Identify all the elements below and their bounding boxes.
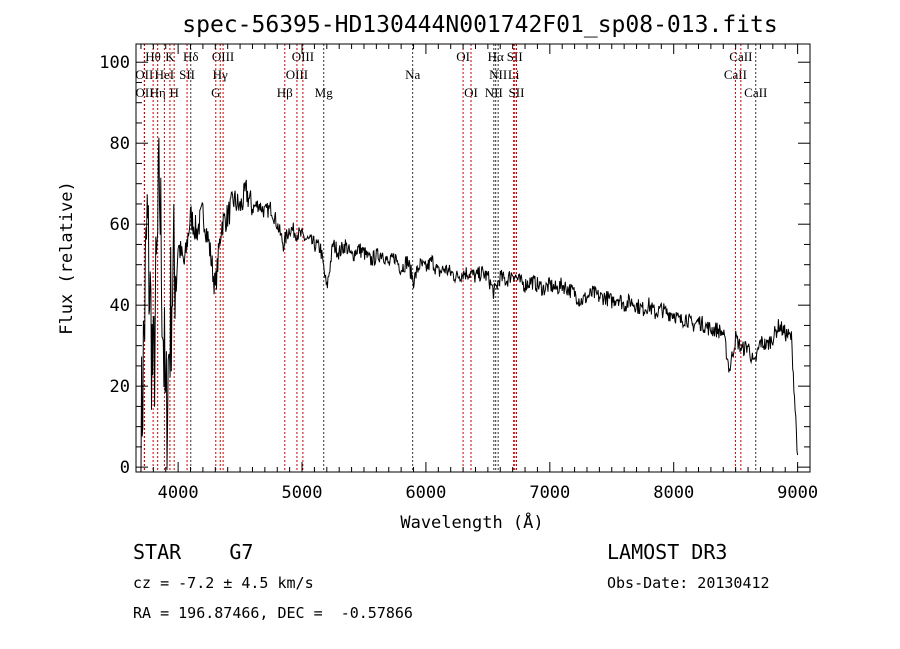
plot-frame xyxy=(135,43,811,473)
marker-label: Li xyxy=(508,67,520,82)
marker-label: Hβ xyxy=(277,85,293,100)
marker-label: OIII xyxy=(292,49,314,64)
marker-label: OII xyxy=(136,85,154,100)
x-tick-label: 8000 xyxy=(653,483,694,503)
marker-label: SII xyxy=(509,85,525,100)
series xyxy=(140,137,799,473)
marker-label: SII xyxy=(179,67,195,82)
ra-dec: RA = 196.87466, DEC = -0.57866 xyxy=(133,604,413,622)
line-markers: OIIOIIHθHηHeIKHSIIHδGHγOIIIHβOIIIOIIIMgN… xyxy=(135,44,767,472)
spectrum-line xyxy=(140,137,799,473)
chart-title: spec-56395-HD130444N001742F01_sp08-013.f… xyxy=(182,12,777,38)
object-class: STAR G7 xyxy=(133,540,254,564)
y-tick-label: 60 xyxy=(110,215,130,235)
obs-date: Obs-Date: 20130412 xyxy=(607,574,770,592)
marker-label: Hη xyxy=(150,85,166,100)
marker-label: Hα xyxy=(488,49,504,64)
marker-label: Hγ xyxy=(213,67,228,82)
x-tick-label: 4000 xyxy=(158,483,199,503)
marker-label: NII xyxy=(485,85,503,100)
marker-label: K xyxy=(165,49,175,64)
marker-label: OI xyxy=(464,85,478,100)
marker-label: OIII xyxy=(286,67,308,82)
marker-label: G xyxy=(211,85,220,100)
redshift-cz: cz = -7.2 ± 4.5 km/s xyxy=(133,574,314,592)
x-tick-label: 5000 xyxy=(282,483,323,503)
x-tick-label: 7000 xyxy=(529,483,570,503)
marker-label: OII xyxy=(135,67,153,82)
marker-label: OIII xyxy=(212,49,234,64)
axes: 4000 5000 6000 7000 8000 9000 0 20 40 60 80 100 xyxy=(99,43,818,503)
marker-label: SII xyxy=(507,49,523,64)
x-axis-label: Wavelength (Å) xyxy=(400,511,543,533)
survey-name: LAMOST DR3 xyxy=(607,540,728,564)
y-axis-label: Flux (relative) xyxy=(57,181,77,335)
y-tick-label: 40 xyxy=(110,296,130,316)
marker-label: CaII xyxy=(744,85,767,100)
marker-label: CaII xyxy=(724,67,747,82)
y-tick-label: 100 xyxy=(99,53,130,73)
marker-label: Na xyxy=(405,67,420,82)
y-tick-label: 0 xyxy=(120,458,130,478)
marker-label: Hδ xyxy=(183,49,199,64)
marker-label: OI xyxy=(456,49,470,64)
marker-label: H xyxy=(169,85,178,100)
x-tick-label: 6000 xyxy=(405,483,446,503)
y-tick-label: 20 xyxy=(110,377,130,397)
marker-label: CaII xyxy=(729,49,752,64)
marker-label: Mg xyxy=(315,85,334,100)
y-tick-label: 80 xyxy=(110,134,130,154)
x-tick-label: 9000 xyxy=(777,483,818,503)
marker-label: NII xyxy=(489,67,507,82)
marker-label: Hθ xyxy=(145,49,161,64)
marker-label: HeI xyxy=(155,67,175,82)
